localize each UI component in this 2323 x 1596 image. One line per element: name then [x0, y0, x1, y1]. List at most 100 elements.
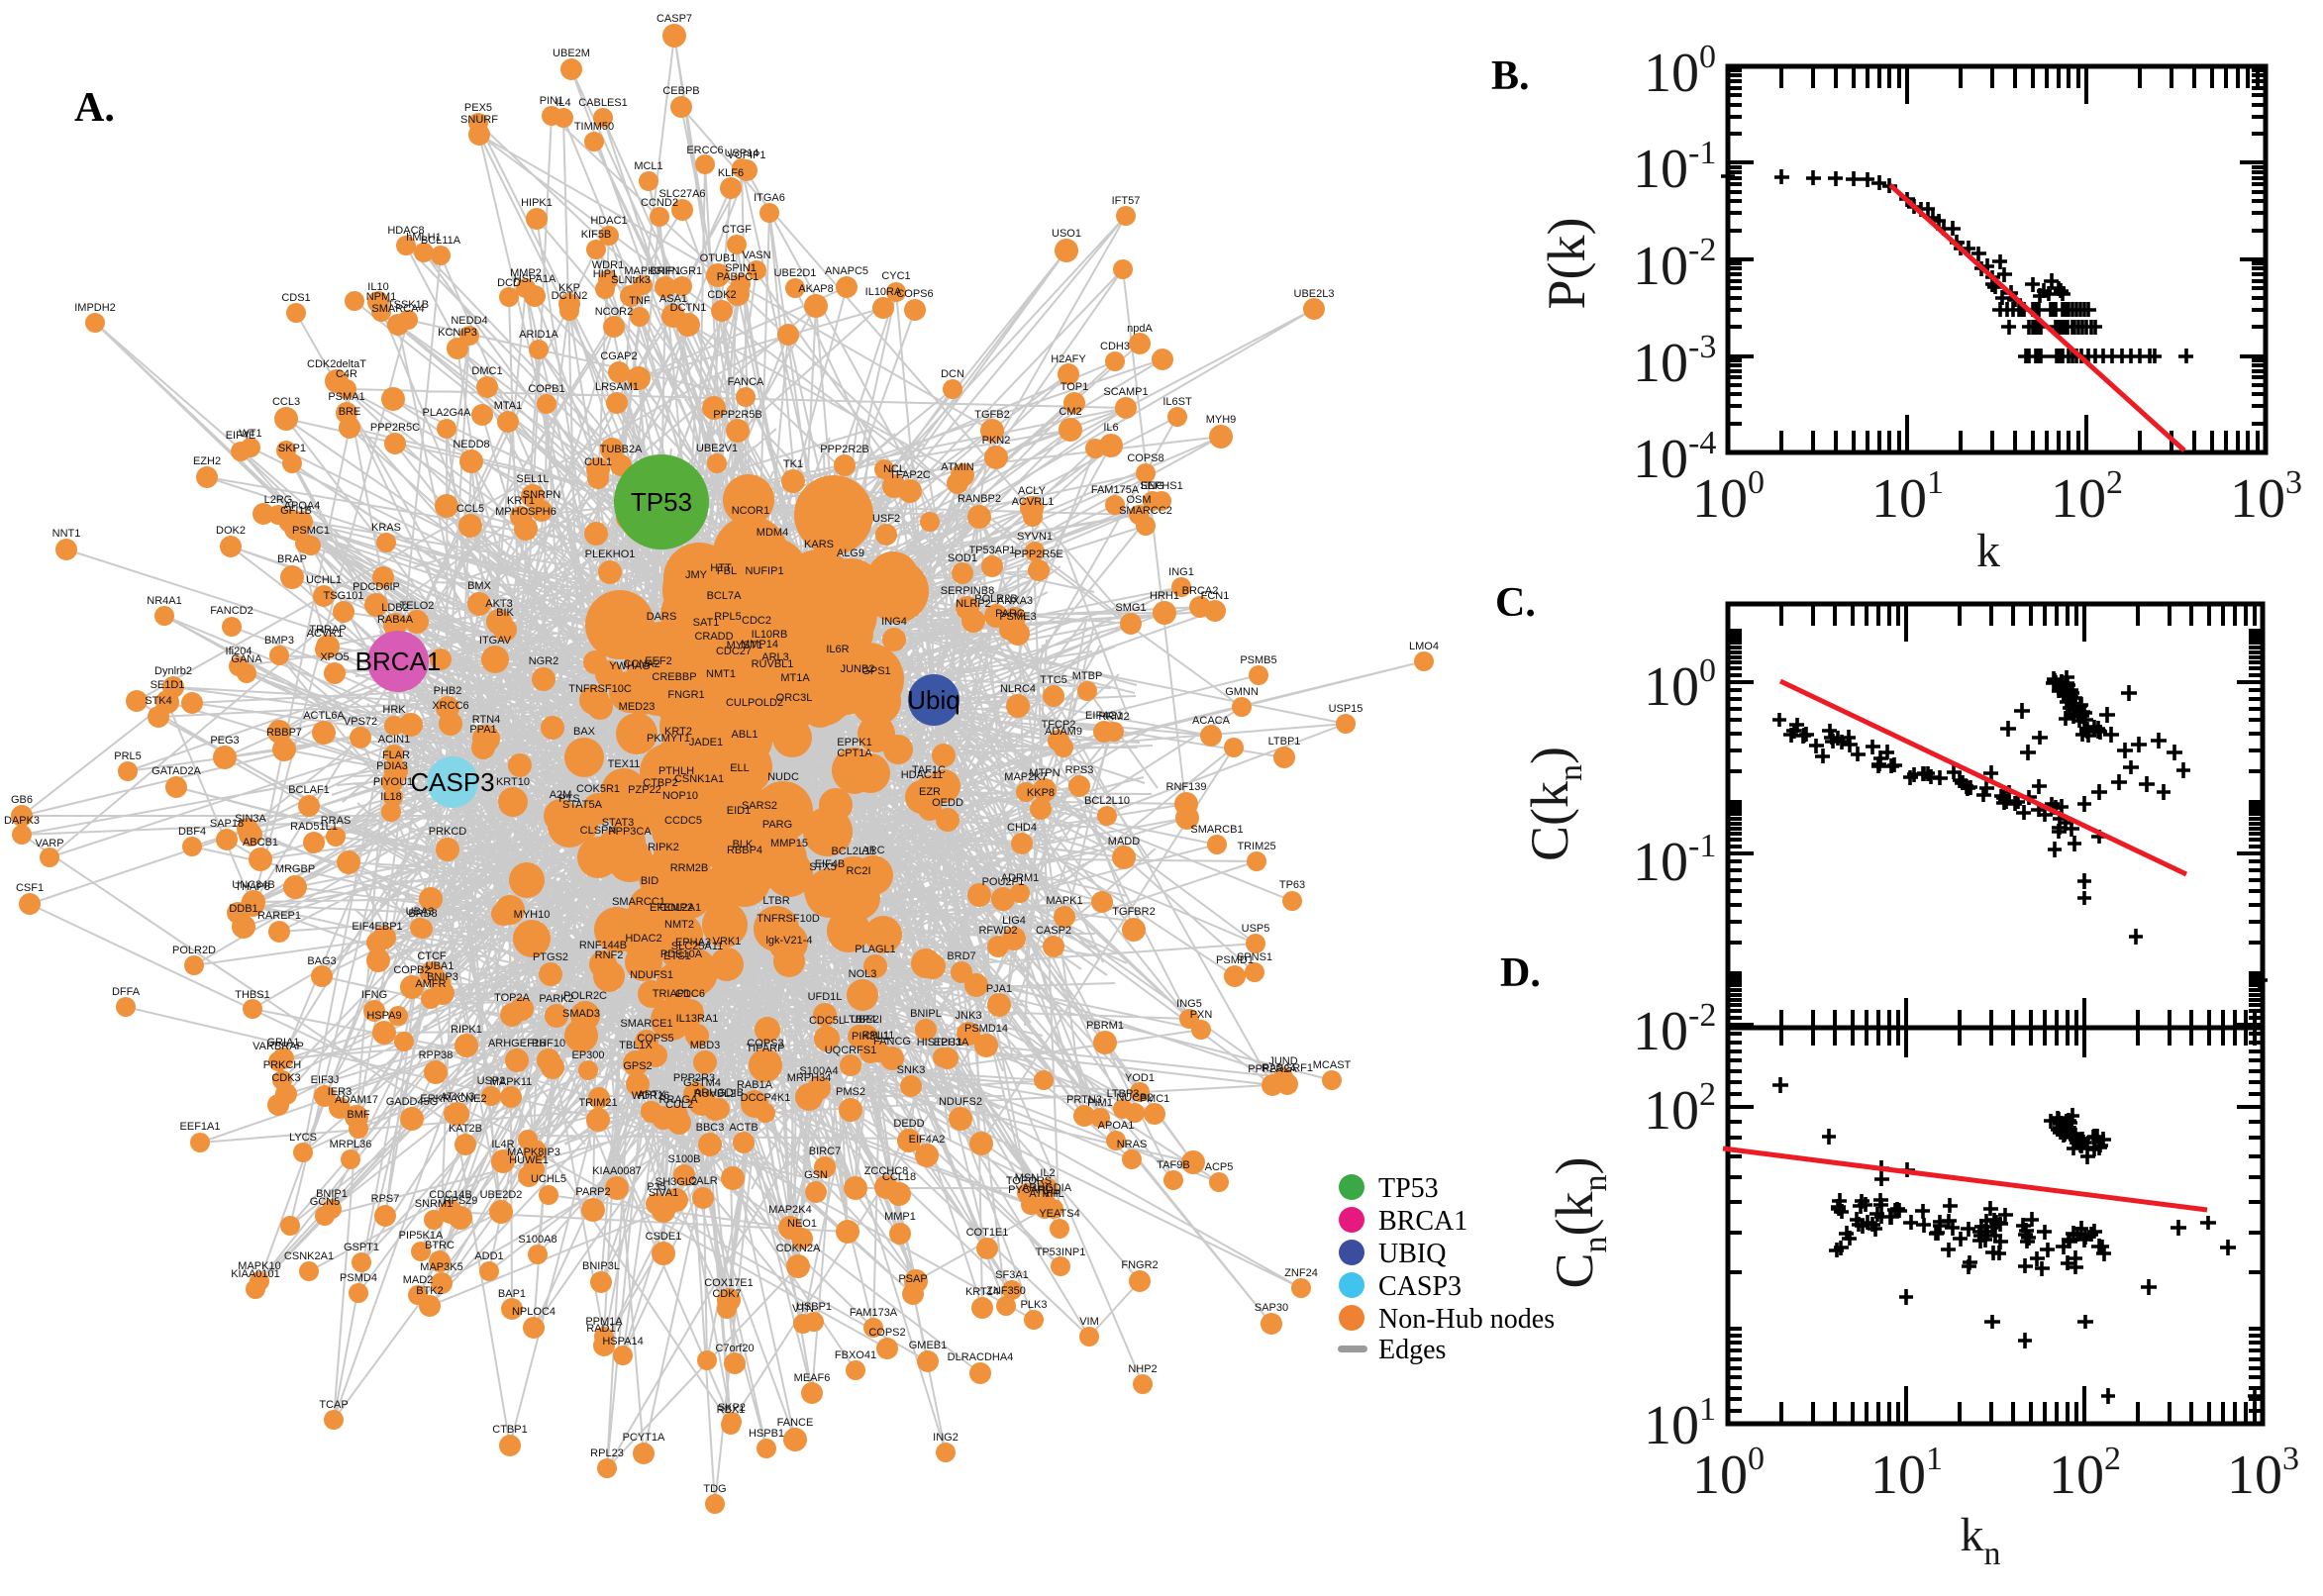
svg-text:HDAC2: HDAC2	[625, 933, 661, 945]
svg-text:LRSAM1: LRSAM1	[595, 381, 639, 393]
svg-text:CUL2: CUL2	[665, 1099, 693, 1111]
svg-text:APOA4: APOA4	[284, 500, 321, 512]
svg-text:IFNGR1: IFNGR1	[662, 265, 702, 277]
svg-text:LTBP1: LTBP1	[1268, 736, 1301, 748]
svg-text:KARS: KARS	[804, 539, 834, 550]
svg-text:MTA1: MTA1	[494, 400, 523, 412]
svg-text:VHL: VHL	[1043, 1188, 1063, 1200]
svg-text:LMO4: LMO4	[1409, 641, 1439, 652]
svg-text:PARC: PARC	[995, 608, 1025, 620]
svg-text:S100A4: S100A4	[799, 1065, 838, 1077]
svg-text:ORC3L: ORC3L	[776, 692, 813, 704]
svg-text:COPS2: COPS2	[868, 1327, 905, 1339]
svg-text:RBX1: RBX1	[717, 1404, 746, 1416]
svg-text:KAT2B: KAT2B	[449, 1123, 482, 1135]
svg-text:PHB2: PHB2	[434, 685, 462, 697]
svg-text:STK4: STK4	[145, 695, 172, 707]
svg-text:EZH2: EZH2	[193, 455, 221, 467]
svg-text:ATRIP: ATRIP	[1029, 1188, 1060, 1200]
svg-text:BLK: BLK	[733, 839, 754, 850]
svg-text:POLR2B: POLR2B	[974, 593, 1017, 605]
svg-text:Non-Hub nodes: Non-Hub nodes	[1378, 1304, 1555, 1335]
svg-text:CASP2: CASP2	[1036, 925, 1071, 937]
svg-text:NUCB2: NUCB2	[1116, 1092, 1153, 1104]
svg-text:UBE2M: UBE2M	[553, 48, 590, 59]
svg-text:FANCE: FANCE	[777, 1417, 814, 1429]
svg-text:ADRM1: ADRM1	[1001, 872, 1040, 884]
svg-text:DMC1: DMC1	[471, 365, 502, 377]
svg-text:PSMD14: PSMD14	[964, 1023, 1008, 1035]
svg-text:CUL1: CUL1	[584, 456, 612, 468]
svg-text:COPB1: COPB1	[528, 383, 564, 395]
svg-text:SERPINB8: SERPINB8	[941, 585, 994, 597]
svg-text:JADE1: JADE1	[689, 737, 723, 748]
svg-text:CDKN2A: CDKN2A	[776, 1243, 821, 1254]
svg-text:ADAM17: ADAM17	[335, 1094, 378, 1106]
svg-text:PDCD6IP: PDCD6IP	[353, 581, 400, 593]
svg-text:PPP3CA: PPP3CA	[608, 826, 652, 838]
svg-text:UBE2D2: UBE2D2	[480, 1189, 523, 1201]
svg-text:ANAPC5: ANAPC5	[825, 265, 868, 277]
svg-text:NUDC: NUDC	[767, 771, 799, 783]
svg-text:MRPL36: MRPL36	[330, 1139, 372, 1150]
svg-text:TELO2: TELO2	[400, 600, 435, 612]
svg-text:Dynlrb2: Dynlrb2	[154, 665, 192, 677]
svg-text:B.: B.	[1491, 53, 1530, 99]
svg-text:CABLES1: CABLES1	[578, 97, 628, 109]
svg-text:CRADD: CRADD	[694, 631, 733, 643]
svg-text:UCHL5: UCHL5	[531, 1173, 566, 1185]
svg-text:IL4: IL4	[556, 97, 570, 109]
svg-text:SPIN1: SPIN1	[725, 262, 757, 274]
svg-text:USF2: USF2	[872, 513, 900, 525]
svg-text:C.: C.	[1495, 580, 1536, 626]
svg-text:BMX: BMX	[467, 580, 492, 592]
svg-text:IL10: IL10	[367, 281, 388, 293]
svg-text:PHF10: PHF10	[532, 1038, 565, 1049]
svg-text:IL10RA: IL10RA	[865, 286, 902, 298]
svg-text:PPP2R2B: PPP2R2B	[820, 444, 869, 455]
svg-text:BAP1: BAP1	[498, 1288, 526, 1300]
svg-text:PIN1: PIN1	[540, 95, 563, 107]
svg-text:CDK3: CDK3	[271, 1072, 300, 1084]
svg-text:GSTM4: GSTM4	[683, 1077, 721, 1089]
svg-text:MAPK3: MAPK3	[624, 265, 660, 277]
svg-text:BAG3: BAG3	[307, 955, 336, 967]
svg-text:DDB1: DDB1	[229, 903, 257, 915]
svg-text:KRAS: KRAS	[371, 522, 401, 534]
svg-text:UBE2V1: UBE2V1	[696, 443, 738, 454]
svg-text:Edges: Edges	[1378, 1335, 1446, 1365]
svg-text:KLF6: KLF6	[718, 167, 744, 179]
svg-text:DCN: DCN	[941, 368, 964, 380]
svg-text:BCL2L10: BCL2L10	[1084, 795, 1130, 807]
svg-text:ITGAV: ITGAV	[479, 635, 512, 647]
svg-text:KCNIP3: KCNIP3	[438, 327, 477, 339]
svg-text:BRCA1: BRCA1	[355, 647, 442, 676]
svg-text:GCN5: GCN5	[310, 1196, 341, 1208]
svg-text:STAT5A: STAT5A	[562, 799, 603, 811]
svg-text:JNK3: JNK3	[956, 1010, 982, 1022]
svg-text:MYST1: MYST1	[727, 640, 763, 651]
svg-text:BBC3: BBC3	[696, 1122, 725, 1134]
svg-text:CDC5L: CDC5L	[809, 1015, 845, 1027]
svg-text:NUFIP1: NUFIP1	[745, 565, 783, 577]
svg-text:PIM1: PIM1	[1087, 1097, 1113, 1109]
svg-text:RBBP4: RBBP4	[727, 845, 762, 856]
svg-text:CSNK1A1: CSNK1A1	[674, 773, 724, 785]
svg-text:EFEMP2: EFEMP2	[650, 902, 693, 914]
svg-text:PSME3: PSME3	[999, 611, 1036, 623]
svg-text:L2RG: L2RG	[264, 494, 293, 506]
svg-text:KIAA0101: KIAA0101	[231, 1268, 280, 1280]
svg-text:NRAS: NRAS	[1117, 1139, 1148, 1150]
svg-text:TSG101: TSG101	[324, 590, 364, 602]
svg-text:FANCA: FANCA	[728, 376, 764, 388]
svg-text:CGAP2: CGAP2	[600, 350, 637, 362]
svg-text:TK1: TK1	[783, 458, 803, 470]
svg-text:APTX: APTX	[638, 1089, 666, 1101]
svg-text:RRM2: RRM2	[1098, 711, 1129, 723]
svg-text:SMARCC1: SMARCC1	[612, 896, 665, 908]
svg-text:POU2F1: POU2F1	[982, 876, 1025, 888]
svg-text:RNF139: RNF139	[1166, 781, 1207, 793]
svg-text:MBD3: MBD3	[690, 1040, 721, 1051]
svg-text:ING2: ING2	[933, 1432, 959, 1444]
svg-text:SPNS1: SPNS1	[1237, 951, 1272, 963]
